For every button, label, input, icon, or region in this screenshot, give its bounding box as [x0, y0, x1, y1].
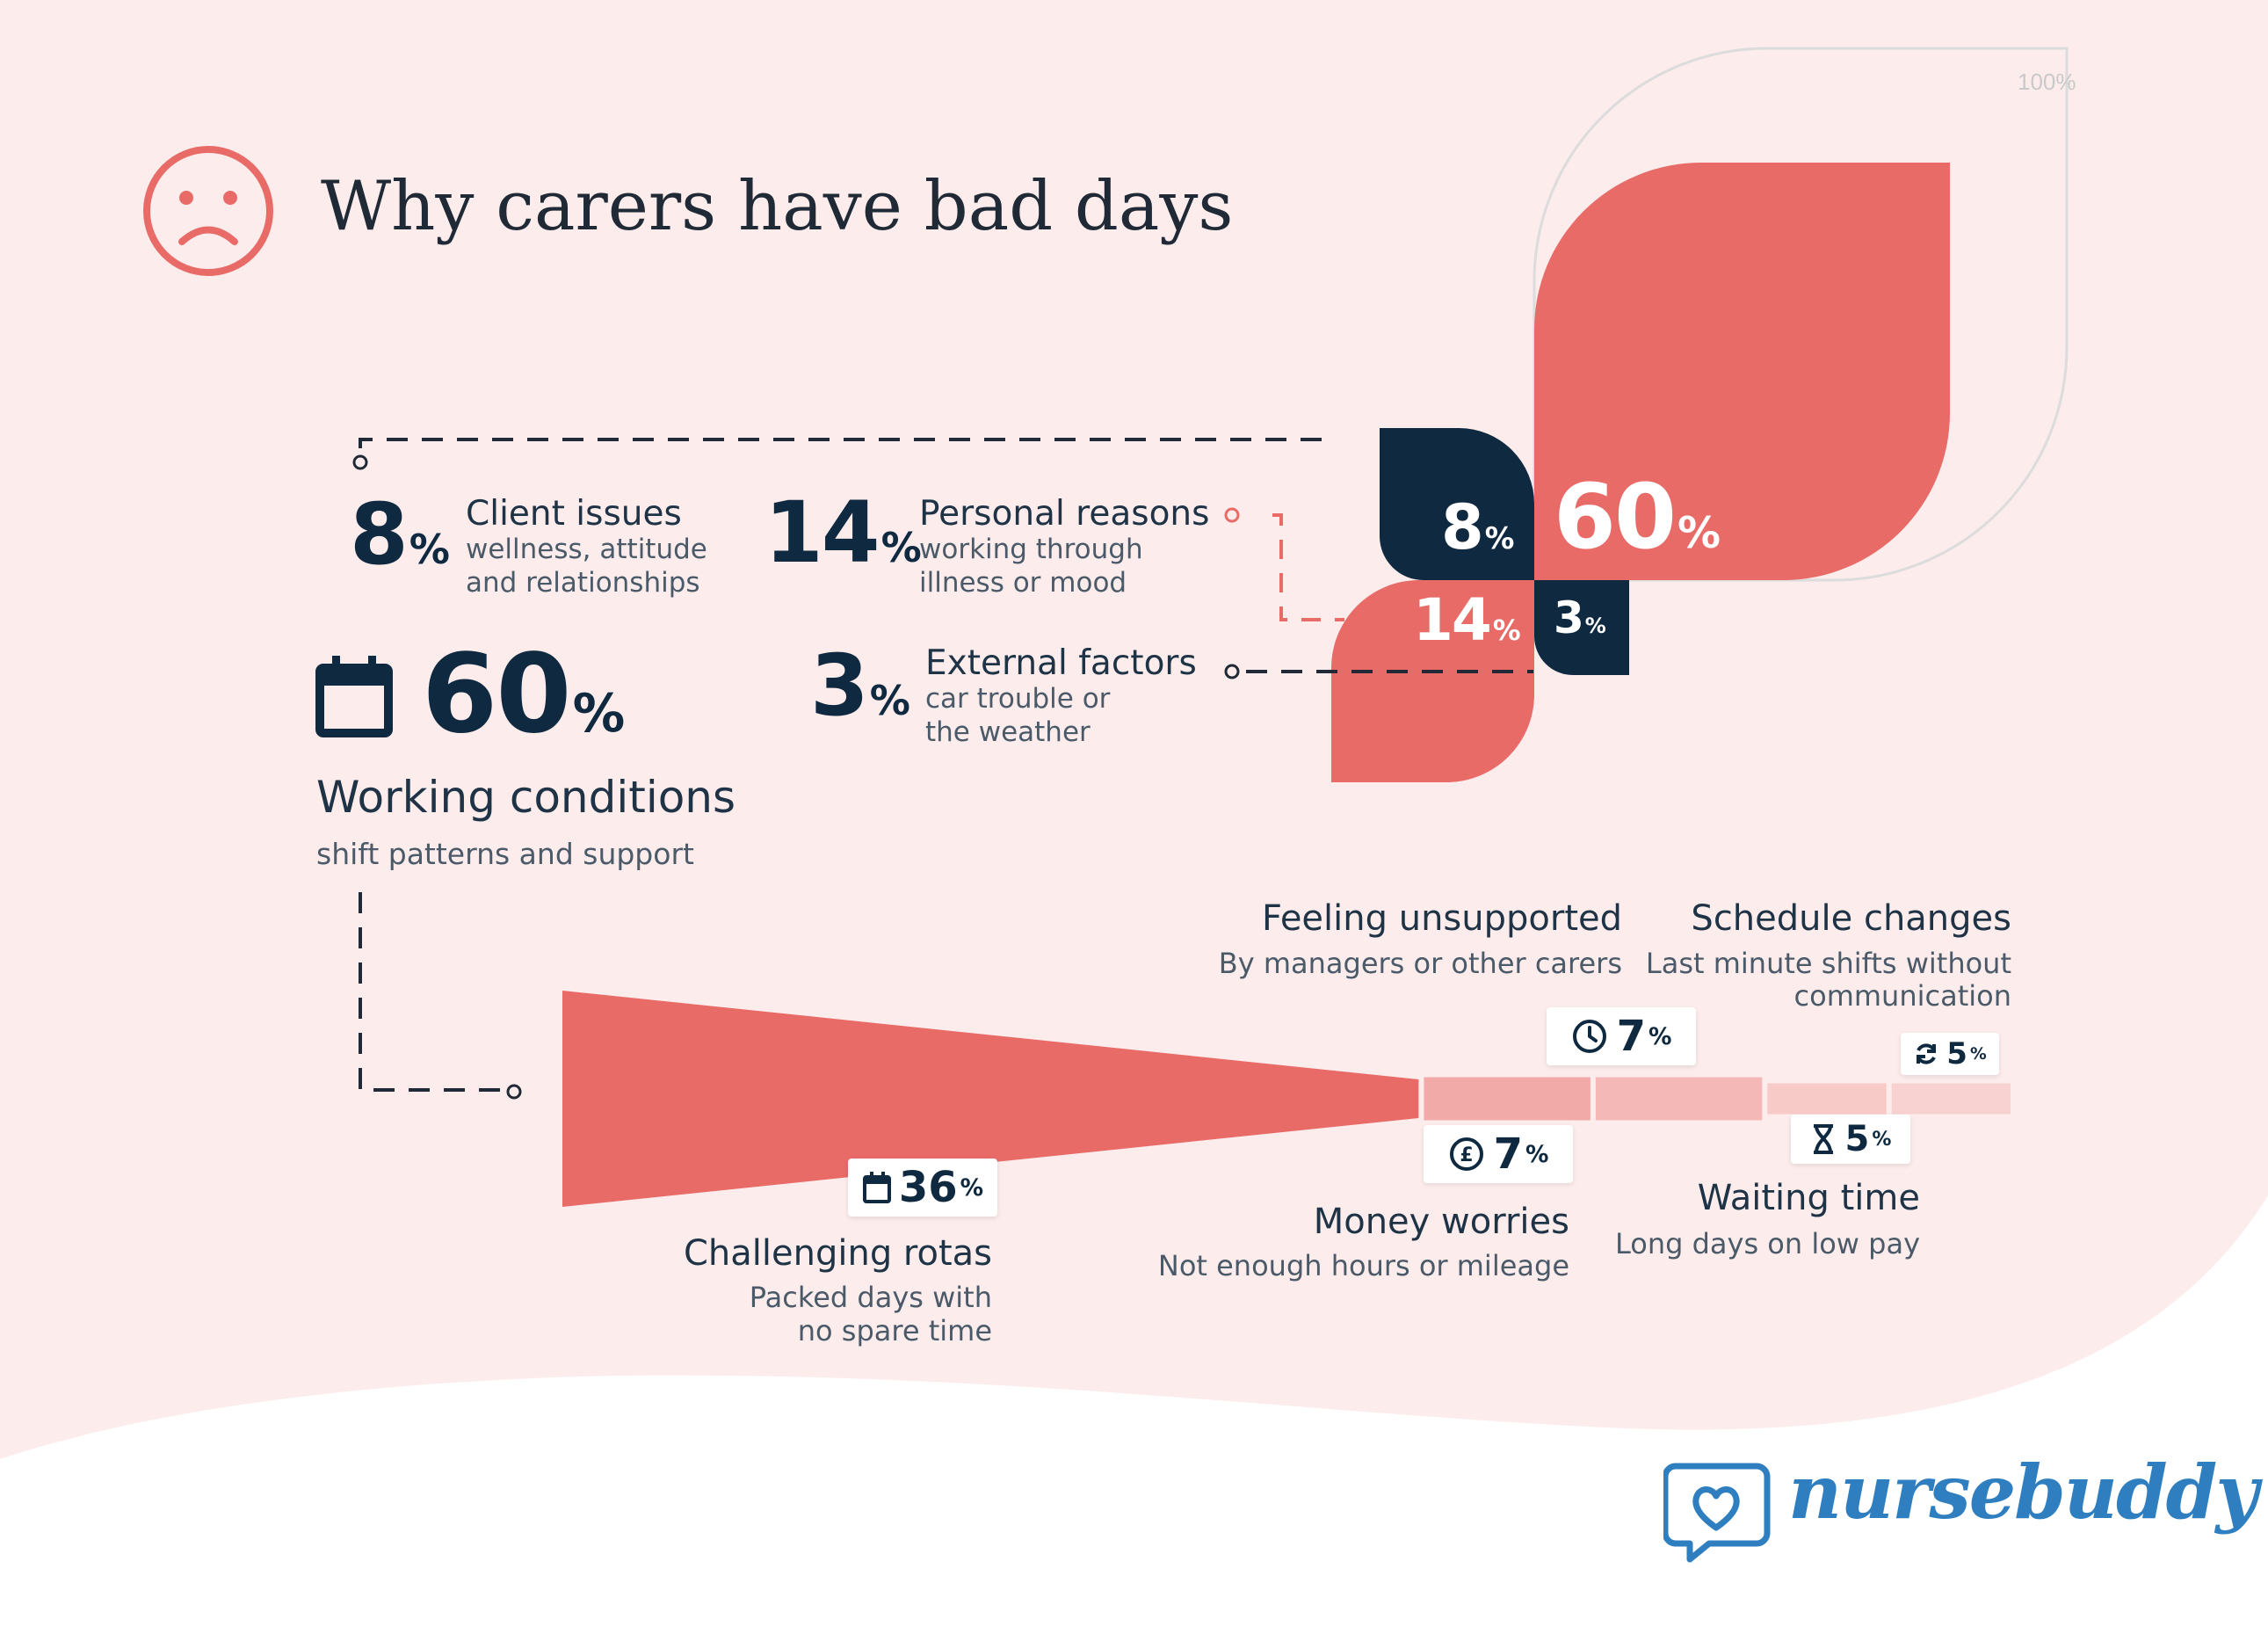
connector-dot-client-issues	[352, 454, 368, 470]
external-factors-label: External factors	[925, 643, 1197, 683]
refresh-icon	[1917, 1043, 1937, 1064]
petal-value: 8	[1441, 491, 1484, 563]
petal-value: 14	[1413, 586, 1492, 654]
funnel-bar-money-worries	[1424, 1077, 1590, 1121]
connector-dot-external-factors	[1224, 664, 1240, 679]
funnel-bar-feeling-unsupported	[1595, 1077, 1763, 1121]
tag-pct: %	[1872, 1128, 1892, 1151]
tag-feeling-unsupported: 7%	[1547, 1007, 1696, 1065]
external-factors-value: 3%	[810, 643, 910, 728]
tag-money-worries: £ 7%	[1424, 1125, 1573, 1183]
svg-text:£: £	[1460, 1144, 1473, 1166]
personal-reasons-label: Personal reasons	[919, 494, 1210, 534]
client-issues-label: Client issues	[466, 494, 682, 534]
funnel-bar-challenging-rotas	[562, 991, 1419, 1207]
challenging-rotas-label: Challenging rotas	[683, 1233, 992, 1274]
tag-value: 5	[1844, 1119, 1870, 1159]
working-conditions-value: 60%	[422, 640, 625, 749]
calendar-icon	[862, 1172, 891, 1203]
money-worries-label: Money worries	[1313, 1202, 1569, 1242]
nursebuddy-logo-icon	[1663, 1463, 1771, 1563]
challenging-rotas-desc-1: Packed days with	[749, 1281, 992, 1314]
brand-name: nursebuddy	[1788, 1449, 2258, 1536]
petal-working-conditions	[1534, 163, 1950, 580]
challenging-rotas-desc-2: no spare time	[797, 1314, 992, 1347]
petal-external-factors	[1534, 580, 1629, 675]
petal-label-personal-reasons: 14%	[1413, 592, 1521, 650]
personal-reasons-desc-2: illness or mood	[919, 567, 1127, 599]
connector-dot-working-conditions	[506, 1084, 522, 1100]
schedule-changes-desc-2: communication	[1793, 979, 2011, 1013]
reference-label: 100%	[2018, 69, 2076, 95]
petal-client-issues	[1380, 428, 1534, 580]
tag-value: 5	[1946, 1036, 1967, 1071]
value-number: 14	[764, 483, 880, 582]
tag-waiting-time: 5%	[1791, 1115, 1910, 1164]
petal-personal-reasons	[1331, 580, 1534, 782]
connector-client-issues	[359, 438, 1327, 448]
client-issues-value: 8%	[350, 492, 450, 577]
tag-value: 7	[1616, 1012, 1646, 1061]
personal-reasons-desc-1: working through	[919, 534, 1143, 565]
external-factors-desc-2: the weather	[925, 716, 1091, 748]
tag-value: 36	[898, 1163, 958, 1212]
page-title: Why carers have bad days	[321, 167, 1234, 246]
tag-value: 7	[1493, 1129, 1523, 1179]
petal-pct: %	[1584, 614, 1606, 638]
schedule-changes-label: Schedule changes	[1691, 898, 2011, 939]
working-conditions-desc: shift patterns and support	[316, 837, 694, 871]
funnel-bar-waiting-time	[1767, 1083, 1887, 1115]
working-conditions-label: Working conditions	[316, 772, 736, 823]
sad-face-icon	[143, 146, 273, 276]
tag-pct: %	[1525, 1140, 1549, 1168]
value-pct: %	[409, 526, 450, 573]
waiting-time-desc: Long days on low pay	[1614, 1227, 1920, 1260]
value-pct: %	[572, 684, 626, 744]
calendar-icon	[315, 656, 393, 737]
client-issues-desc-1: wellness, attitude	[466, 534, 707, 565]
connector-working-conditions	[359, 892, 501, 1092]
value-pct: %	[880, 524, 922, 571]
feeling-unsupported-label: Feeling unsupported	[1262, 898, 1622, 939]
hourglass-icon	[1813, 1124, 1833, 1154]
tag-pct: %	[960, 1173, 984, 1202]
value-pct: %	[869, 677, 910, 724]
value-number: 3	[810, 636, 869, 735]
petal-value: 3	[1554, 592, 1584, 643]
petal-label-external-factors: 3%	[1554, 596, 1606, 640]
clock-icon	[1572, 1020, 1606, 1053]
money-worries-desc: Not enough hours or mileage	[1157, 1249, 1569, 1282]
petal-pct: %	[1677, 508, 1721, 558]
tag-schedule-changes: 5%	[1901, 1033, 1999, 1075]
connector-personal-reasons	[1272, 513, 1344, 621]
petal-pct: %	[1492, 615, 1521, 647]
external-factors-desc-1: car trouble or	[925, 683, 1111, 715]
tag-pct: %	[1648, 1022, 1672, 1050]
funnel-bar-schedule-changes	[1891, 1083, 2011, 1115]
connector-dot-personal-reasons	[1224, 507, 1240, 523]
petal-label-working-conditions: 60%	[1554, 473, 1721, 563]
client-issues-desc-2: and relationships	[466, 567, 700, 599]
tag-challenging-rotas: 36%	[848, 1159, 997, 1217]
petal-pct: %	[1484, 521, 1515, 556]
reference-petal-100	[1533, 47, 2069, 582]
feeling-unsupported-desc: By managers or other carers	[1218, 947, 1622, 980]
personal-reasons-value: 14%	[764, 490, 922, 575]
tag-pct: %	[1969, 1044, 1987, 1064]
value-number: 60	[422, 631, 572, 758]
schedule-changes-desc-1: Last minute shifts without	[1645, 947, 2011, 980]
value-number: 8	[350, 485, 409, 584]
waiting-time-label: Waiting time	[1697, 1178, 1920, 1218]
petal-label-client-issues: 8%	[1441, 497, 1514, 558]
petal-value: 60	[1554, 465, 1677, 570]
pound-coin-icon: £	[1449, 1137, 1483, 1171]
